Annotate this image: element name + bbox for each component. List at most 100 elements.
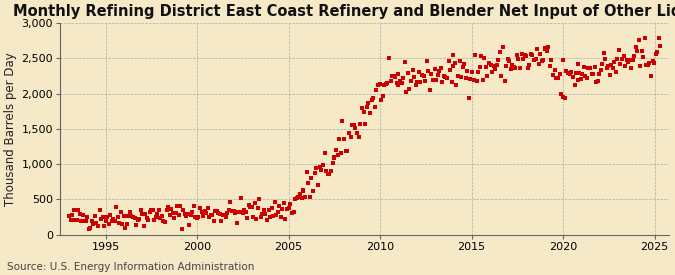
Point <box>530 57 541 61</box>
Point <box>426 72 437 76</box>
Point <box>364 111 375 115</box>
Point <box>506 67 516 71</box>
Point <box>553 75 564 80</box>
Point <box>257 212 268 216</box>
Point <box>286 211 297 215</box>
Point <box>569 83 580 87</box>
Point <box>176 227 187 231</box>
Point <box>141 216 152 220</box>
Point <box>300 195 310 199</box>
Point <box>655 44 666 48</box>
Point <box>650 52 661 57</box>
Point <box>451 83 462 87</box>
Point <box>119 213 130 218</box>
Point <box>387 73 398 78</box>
Point <box>522 66 533 70</box>
Point <box>649 61 659 65</box>
Point <box>329 155 340 160</box>
Point <box>532 46 543 51</box>
Point <box>144 210 155 214</box>
Point <box>487 69 497 74</box>
Point <box>138 224 149 228</box>
Point <box>216 219 227 223</box>
Point <box>466 70 477 74</box>
Point <box>639 36 650 40</box>
Point <box>86 219 97 224</box>
Point <box>493 58 504 62</box>
Point <box>209 219 219 224</box>
Point <box>538 58 549 63</box>
Point <box>210 209 221 213</box>
Point <box>225 199 236 204</box>
Point <box>114 221 125 225</box>
Point <box>546 58 557 62</box>
Point <box>108 217 119 221</box>
Point <box>401 89 412 94</box>
Point <box>541 48 552 53</box>
Point <box>339 137 350 141</box>
Point <box>647 59 658 64</box>
Point <box>632 49 643 53</box>
Point <box>236 196 246 200</box>
Point <box>432 73 443 78</box>
Point <box>137 212 148 216</box>
Point <box>262 217 273 222</box>
Point <box>132 218 143 222</box>
Point <box>96 217 107 221</box>
Point <box>147 208 158 213</box>
Point <box>277 207 288 211</box>
Point <box>67 213 78 218</box>
Point <box>390 75 401 79</box>
Point <box>385 78 396 83</box>
Point <box>292 196 302 201</box>
Point <box>516 52 527 57</box>
Y-axis label: Thousand Barrels per Day: Thousand Barrels per Day <box>4 52 17 206</box>
Point <box>90 214 101 218</box>
Point <box>360 122 371 126</box>
Point <box>252 206 263 210</box>
Point <box>644 60 655 65</box>
Point <box>497 45 508 49</box>
Point <box>324 172 335 176</box>
Point <box>641 63 652 67</box>
Point <box>309 171 320 176</box>
Point <box>527 53 538 57</box>
Point <box>406 79 416 83</box>
Point <box>653 36 664 40</box>
Point <box>409 75 420 79</box>
Point <box>200 211 211 215</box>
Point <box>637 49 647 53</box>
Point <box>604 73 615 77</box>
Point <box>582 76 593 80</box>
Point <box>572 61 583 66</box>
Point <box>574 71 585 76</box>
Point <box>456 75 466 79</box>
Point <box>396 80 407 85</box>
Point <box>454 59 465 63</box>
Point <box>271 213 281 217</box>
Point <box>483 61 494 65</box>
Point <box>228 208 239 213</box>
Point <box>72 218 82 222</box>
Point <box>78 213 88 218</box>
Point <box>533 62 544 67</box>
Point <box>488 64 499 68</box>
Point <box>161 208 172 213</box>
Point <box>237 211 248 215</box>
Point <box>184 223 195 227</box>
Point <box>594 72 605 77</box>
Point <box>356 106 367 111</box>
Point <box>131 222 142 227</box>
Point <box>217 213 228 217</box>
Point <box>410 83 421 87</box>
Point <box>198 214 209 219</box>
Point <box>222 211 233 216</box>
Point <box>608 65 618 70</box>
Point <box>188 203 199 208</box>
Point <box>592 79 603 83</box>
Point <box>158 219 169 224</box>
Point <box>412 80 423 84</box>
Point <box>293 195 304 199</box>
Point <box>537 58 547 63</box>
Point <box>598 51 609 56</box>
